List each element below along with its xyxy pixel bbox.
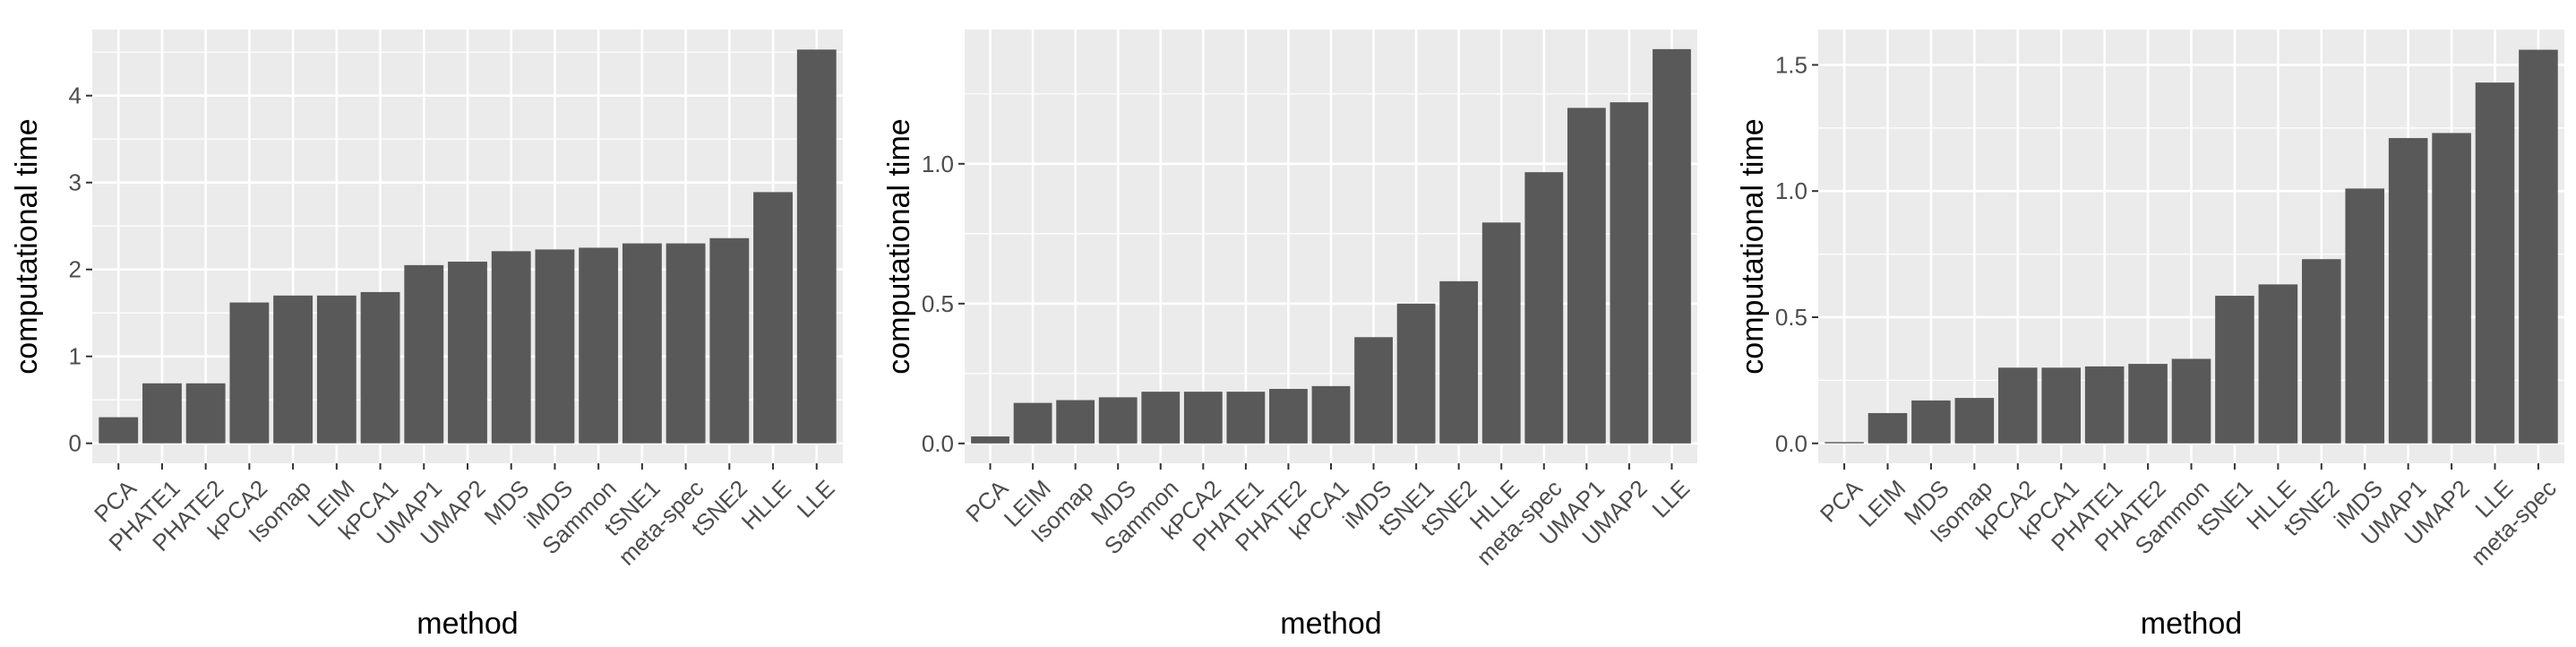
bar-LLE: [1653, 48, 1691, 444]
bar-UMAP2: [1610, 102, 1649, 444]
y-axis-title: computational time: [1736, 118, 1770, 374]
bar-tSNE1: [622, 243, 662, 444]
bar-iMDS: [1354, 337, 1393, 444]
bar-PHATE1: [2084, 366, 2125, 444]
bar-PHATE2: [1269, 388, 1308, 444]
bar-PHATE1: [1226, 392, 1266, 444]
bar-Isomap: [273, 295, 313, 444]
bar-tSNE2: [1439, 280, 1479, 444]
chart-panel-2: 0.00.51.0PCALEIMIsomapMDSSammonkPCA2PHAT…: [882, 30, 1697, 641]
chart-panel-1: 01234PCAPHATE1PHATE2kPCA2IsomapLEIMkPCA1…: [10, 30, 843, 641]
y-tick-label: 1: [69, 343, 82, 370]
y-tick-label: 2: [69, 256, 82, 283]
y-axis-title: computational time: [882, 118, 916, 374]
bar-LEIM: [316, 295, 356, 444]
bar-Isomap: [1954, 398, 1995, 444]
bar-meta-spec: [1524, 172, 1564, 444]
bar-tSNE1: [2215, 296, 2254, 444]
bar-HLLE: [753, 192, 793, 444]
y-tick-label: 3: [69, 169, 82, 196]
bar-UMAP1: [1567, 108, 1606, 444]
bar-PCA: [1825, 442, 1864, 444]
x-tick-label: LEIM: [1853, 475, 1911, 532]
x-tick-label: LLE: [792, 475, 840, 523]
bar-UMAP2: [448, 261, 487, 444]
x-axis-title: method: [1280, 607, 1381, 641]
bar-kPCA1: [1311, 385, 1351, 444]
bar-LEIM: [1868, 412, 1908, 444]
y-tick-label: 0: [69, 430, 82, 457]
bar-Sammon: [1141, 392, 1181, 444]
bar-Isomap: [1056, 400, 1095, 444]
y-tick-label: 0.0: [1775, 430, 1807, 457]
bar-LEIM: [1013, 402, 1052, 444]
bar-Sammon: [579, 247, 619, 444]
chart-panel-3: 0.00.51.01.5PCALEIMMDSIsomapkPCA2kPCA1PH…: [1736, 30, 2564, 641]
y-tick-label: 1.0: [1775, 177, 1807, 204]
bar-tSNE2: [709, 237, 750, 444]
bar-PHATE1: [142, 383, 182, 444]
y-tick-label: 0.0: [922, 430, 954, 457]
bar-kPCA1: [360, 291, 400, 444]
bar-PCA: [971, 436, 1009, 444]
bar-PHATE2: [185, 383, 226, 444]
bar-MDS: [1098, 397, 1138, 444]
bar-LLE: [2475, 82, 2515, 444]
bar-meta-spec: [665, 243, 706, 444]
x-axis-title: method: [2141, 607, 2242, 641]
y-tick-label: 0.5: [1775, 304, 1807, 331]
bar-UMAP1: [2388, 138, 2428, 444]
bar-MDS: [1911, 400, 1951, 444]
bar-UMAP2: [2432, 133, 2471, 444]
y-tick-label: 1.5: [1775, 51, 1807, 78]
bar-HLLE: [1481, 222, 1521, 444]
bar-kPCA2: [229, 302, 270, 444]
bar-HLLE: [2258, 284, 2298, 444]
bar-tSNE1: [1396, 303, 1436, 444]
x-axis-title: method: [416, 607, 518, 641]
bar-Sammon: [2171, 358, 2211, 444]
bar-kPCA2: [1183, 392, 1223, 444]
bar-iMDS: [2345, 188, 2385, 444]
x-tick-label: LLE: [1646, 475, 1695, 523]
bar-PHATE2: [2128, 364, 2168, 444]
bar-MDS: [491, 251, 531, 444]
bar-meta-spec: [2519, 49, 2558, 444]
bar-kPCA1: [2041, 367, 2082, 444]
y-tick-label: 0.5: [922, 290, 954, 317]
y-tick-label: 1.0: [922, 151, 954, 177]
y-axis-title: computational time: [10, 118, 44, 374]
bar-kPCA2: [1997, 367, 2038, 444]
bar-LLE: [796, 49, 837, 444]
x-tick-label: HLLE: [736, 475, 796, 535]
bar-UMAP1: [404, 264, 444, 444]
x-tick-label: meta-spec: [2466, 475, 2562, 571]
bar-tSNE2: [2301, 259, 2341, 444]
bar-PCA: [99, 417, 139, 444]
y-tick-label: 4: [69, 82, 82, 109]
bar-iMDS: [535, 249, 575, 444]
